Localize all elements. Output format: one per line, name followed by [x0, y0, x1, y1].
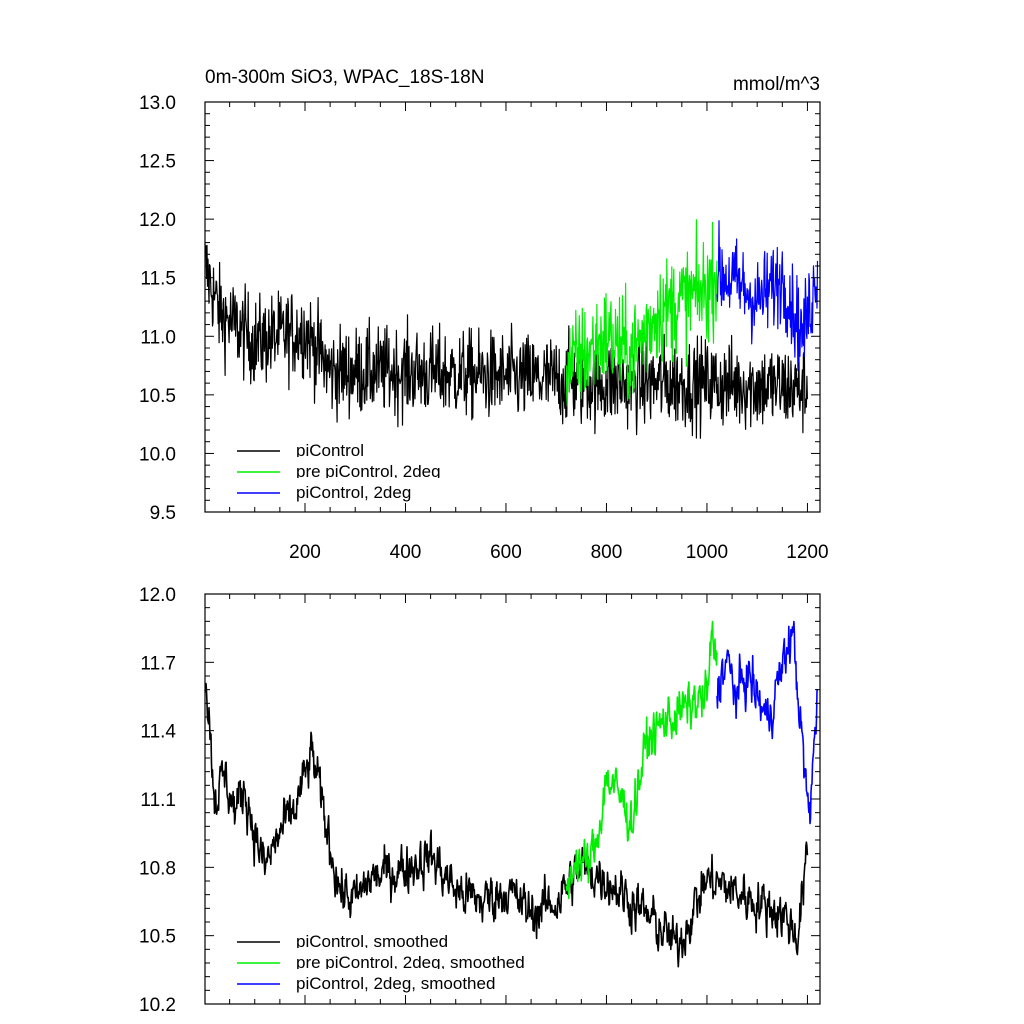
top-plot-frame — [204, 101, 821, 513]
top-legend: piControl pre piControl, 2deg piControl, 2… — [233, 436, 483, 502]
legend-label: piControl — [296, 441, 364, 460]
y-tick-label: 13.0 — [139, 93, 176, 114]
y-tick-label: 11.1 — [140, 790, 176, 811]
top-panel: 0m-300m SiO3, WPAC_18S-18N mmol/m^3 9.5 1… — [139, 67, 829, 563]
legend-label: piControl, 2deg, smoothed — [296, 974, 495, 993]
y-tick-label: 10.8 — [139, 858, 176, 879]
series-line-picontrol-smoothed — [204, 682, 809, 968]
x-tick-label: 600 — [490, 542, 522, 563]
y-tick-label: 10.5 — [139, 927, 176, 948]
legend-bg — [233, 478, 483, 498]
x-tick-label: 400 — [390, 542, 422, 563]
legend-label: piControl, 2deg — [296, 483, 411, 502]
legend-bg — [233, 948, 483, 968]
series-line-pre-picontrol-2deg — [565, 219, 718, 407]
bottom-legend: piControl, smoothed pre piControl, 2deg, … — [233, 927, 525, 993]
y-tick-label: 9.5 — [150, 503, 176, 524]
series-line-picontrol-2deg-smoothed — [716, 620, 819, 825]
x-tick-label: 1000 — [686, 542, 728, 563]
legend-bg — [233, 436, 483, 456]
x-tick-label: 800 — [591, 542, 623, 563]
legend-label: pre piControl, 2deg, smoothed — [296, 953, 525, 972]
series-line-pre-picontrol-2deg-smoothed — [565, 620, 718, 900]
top-series-group — [204, 219, 819, 439]
legend-label: piControl, smoothed — [296, 932, 448, 951]
y-tick-label: 11.5 — [140, 269, 176, 290]
series-line-picontrol — [204, 243, 808, 439]
bottom-plot-frame — [204, 593, 821, 1005]
y-tick-label: 10.5 — [139, 386, 176, 407]
x-tick-label: 1200 — [786, 542, 828, 563]
x-tick-label: 200 — [289, 542, 321, 563]
y-tick-label: 11.0 — [140, 327, 176, 348]
legend-bg — [233, 927, 483, 947]
legend-bg — [233, 969, 483, 989]
bottom-axis-ticks: 10.2 10.5 10.8 11.1 11.4 11.7 12.0 — [139, 585, 820, 1016]
units-label: mmol/m^3 — [733, 74, 820, 95]
y-tick-label: 12.0 — [139, 210, 176, 231]
bottom-series-group — [204, 620, 819, 968]
series-line-picontrol-2deg — [716, 220, 819, 372]
y-tick-label: 10.2 — [139, 995, 176, 1016]
y-tick-label: 11.4 — [140, 722, 176, 743]
top-axis-ticks: 9.5 10.0 10.5 11.0 11.5 12.0 12.5 13.0 200 400 600… — [139, 93, 829, 563]
y-tick-label: 12.0 — [139, 585, 176, 606]
y-tick-label: 12.5 — [139, 152, 176, 173]
chart-title: 0m-300m SiO3, WPAC_18S-18N — [205, 67, 484, 88]
y-tick-label: 10.0 — [139, 444, 176, 465]
bottom-panel: 10.2 10.5 10.8 11.1 11.4 11.7 12.0 piControl, … — [139, 585, 821, 1016]
y-tick-label: 11.7 — [140, 653, 176, 674]
legend-bg — [233, 457, 483, 477]
legend-label: pre piControl, 2deg — [296, 462, 441, 481]
